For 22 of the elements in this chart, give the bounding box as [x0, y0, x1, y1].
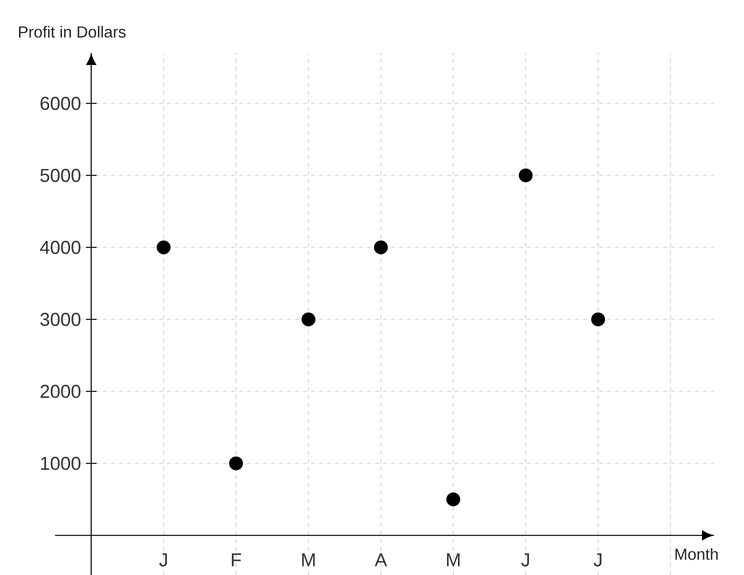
- y-tick-label: 6000: [40, 96, 80, 110]
- x-tick-label: A: [374, 553, 388, 566]
- y-tick-label: 1000: [41, 456, 80, 470]
- point: [446, 492, 460, 506]
- x-tick-label: M: [447, 553, 460, 566]
- point: [156, 240, 171, 254]
- x-tick-label: M: [302, 553, 315, 566]
- y-tick-label: 4000: [40, 240, 80, 254]
- point: [591, 312, 606, 326]
- y-axis-title: Profit in Dollars: [19, 26, 126, 38]
- point: [374, 240, 388, 254]
- point: [518, 168, 533, 182]
- point: [302, 312, 316, 326]
- x-tick-label: J: [521, 553, 529, 566]
- x-axis-title: Month: [676, 548, 718, 560]
- y-tick-label: 2000: [40, 384, 80, 398]
- y-tick-label: 5000: [40, 168, 80, 182]
- x-tick-label: F: [232, 553, 242, 566]
- y-tick-label: 3000: [40, 312, 80, 326]
- point: [229, 456, 243, 470]
- x-tick-label: J: [594, 553, 602, 566]
- x-tick-label: J: [159, 553, 167, 566]
